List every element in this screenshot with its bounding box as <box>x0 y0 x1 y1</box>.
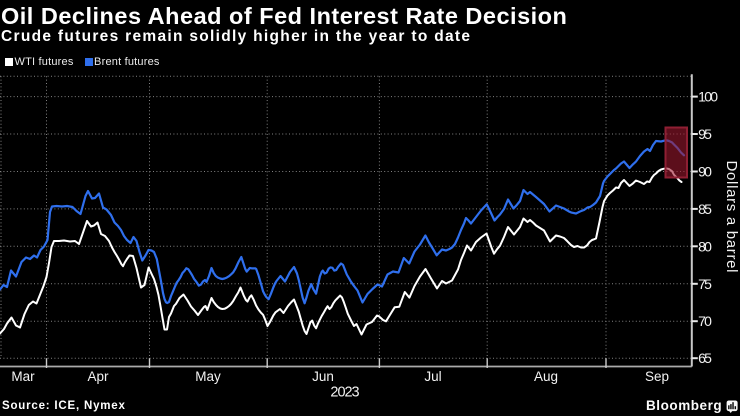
svg-text:80: 80 <box>698 238 712 254</box>
svg-text:Aug: Aug <box>534 369 558 384</box>
svg-text:May: May <box>195 369 221 384</box>
svg-text:65: 65 <box>698 350 712 366</box>
svg-text:85: 85 <box>698 201 712 217</box>
svg-text:Mar: Mar <box>11 369 35 384</box>
svg-text:90: 90 <box>698 164 712 180</box>
svg-text:Dollars a barrel: Dollars a barrel <box>723 161 740 273</box>
svg-text:Jul: Jul <box>424 369 441 384</box>
svg-text:100: 100 <box>698 89 718 105</box>
svg-text:Jun: Jun <box>312 369 334 384</box>
svg-text:75: 75 <box>698 276 712 292</box>
svg-text:Apr: Apr <box>87 369 109 384</box>
svg-text:2023: 2023 <box>330 385 359 401</box>
svg-text:70: 70 <box>698 313 712 329</box>
svg-text:Sep: Sep <box>645 369 669 384</box>
svg-text:95: 95 <box>698 126 712 142</box>
